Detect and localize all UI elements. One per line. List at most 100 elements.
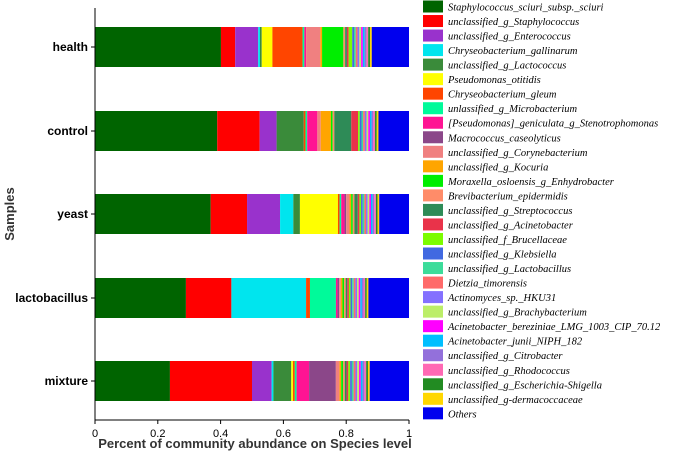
legend-swatch-unclassified-g-staphylococcus (423, 15, 443, 28)
bar-segment-control-acinetobacter-bereziniae-lmg-1003-cip-70-12 (368, 111, 370, 151)
legend-label-unclassified-g-enterococcus: unclassified_g_Enterococcus (448, 32, 571, 43)
bar-segment-control-dietzia-timorensis (363, 111, 365, 151)
bar-segment-yeast-acinetobacter-bereziniae-lmg-1003-cip-70-12 (369, 194, 371, 234)
bar-segment-mixture-unclassified-g-lactococcus (273, 361, 292, 401)
bar-segment-yeast-unclassified-g-streptococcus (354, 194, 358, 234)
bar-segment-control-staphylococcus-sciuri-subsp-sciuri (95, 111, 218, 151)
bar-segment-yeast-unclassified-g-lactococcus (293, 194, 300, 234)
bar-segment-lactobacillus-unclassified-f-brucellaceae (348, 278, 351, 318)
legend-label-macrococcus-caseolyticus: Macrococcus_caseolyticus (447, 133, 561, 144)
bar-segment-yeast-unclassified-g-klebsiella (361, 194, 363, 234)
legend-label-unclassified-g-lactococcus: unclassified_g_Lactococcus (448, 61, 566, 72)
bar-segment-mixture-unclassified-g-escherichia-shigella (366, 361, 368, 401)
bar-segment-yeast-unclassified-g-lactobacillus (362, 194, 365, 234)
bar-segment-yeast-unclassified-g-corynebacterium (346, 194, 350, 234)
bar-segment-lactobacillus-pseudomonas-geniculata-g-stenotrophomonas (335, 278, 338, 318)
legend: Staphylococcus_sciuri_subsp._sciuriuncla… (423, 0, 661, 420)
bar-segment-mixture-pseudomonas-otitidis (291, 361, 294, 401)
bar-segment-control-unclassified-g-kocuria (320, 111, 331, 151)
bar-segment-mixture-unclassified-g-rhodococcus (364, 361, 367, 401)
bar-segment-health-unclassified-g-citrobacter (364, 27, 367, 67)
bar-segment-mixture-actinomyces-sp-hku31 (355, 361, 358, 401)
bar-segment-yeast-unclassified-g-rhodococcus (374, 194, 376, 234)
bar-segment-lactobacillus-brevibacterium-epidermidis (344, 278, 346, 318)
bar-segment-mixture-chryseobacterium-gleum (293, 361, 295, 401)
legend-label-dietzia-timorensis: Dietzia_timorensis (447, 279, 527, 290)
x-tick-label: 0.6 (276, 428, 291, 440)
legend-swatch-brevibacterium-epidermidis (423, 189, 443, 202)
legend-label-unclassified-g-lactobacillus: unclassified_g_Lactobacillus (448, 264, 571, 275)
bar-segment-control-actinomyces-sp-hku31 (364, 111, 367, 151)
bar-segment-lactobacillus-dietzia-timorensis (353, 278, 356, 318)
legend-swatch-unclassified-g-lactococcus (423, 58, 443, 71)
bar-segment-lactobacillus-unclassified-g-corynebacterium (339, 278, 341, 318)
legend-swatch-acinetobacter-bereziniae-lmg-1003-cip-70-12 (423, 320, 443, 333)
x-tick-label: 1 (406, 428, 412, 440)
bar-segment-mixture-unclassified-g-klebsiella (350, 361, 352, 401)
bar-segment-mixture-unclassified-g-brachybacterium (357, 361, 360, 401)
legend-swatch-unclassified-g-lactobacillus (423, 262, 443, 275)
bar-segment-health-unclassified-g-brachybacterium (359, 27, 362, 67)
bar-segment-lactobacillus-unclassified-g-brachybacterium (357, 278, 359, 318)
bar-segment-mixture-chryseobacterium-gallinarum (271, 361, 274, 401)
bar-segment-control-others (378, 111, 409, 151)
bar-segment-health-unclassified-g-kocuria (320, 27, 323, 67)
bar-segment-yeast-dietzia-timorensis (364, 194, 367, 234)
legend-swatch-moraxella-osloensis-g-enhydrobacter (423, 174, 443, 187)
bar-segment-health-brevibacterium-epidermidis (343, 27, 346, 67)
category-label-yeast: yeast (57, 207, 88, 221)
bar-segment-health-unclassified-g-klebsiella (352, 27, 354, 67)
legend-swatch-staphylococcus-sciuri-subsp-sciuri (423, 0, 443, 13)
bar-segment-lactobacillus-unclassified-g-lactobacillus (352, 278, 354, 318)
bar-segment-yeast-brevibacterium-epidermidis (352, 194, 355, 234)
bar-segment-yeast-unclassified-g-dermacoccaceae (377, 194, 380, 234)
legend-label-unlassified-g-microbacterium: unlassified_g_Microbacterium (448, 104, 578, 115)
bar-segment-yeast-staphylococcus-sciuri-subsp-sciuri (95, 194, 211, 234)
bar-segment-control-unclassified-g-brachybacterium (366, 111, 369, 151)
bar-segment-mixture-unclassified-g-streptococcus (344, 361, 347, 401)
legend-swatch-unclassified-g-corynebacterium (423, 145, 443, 158)
bar-segment-yeast-unclassified-g-escherichia-shigella (375, 194, 378, 234)
category-label-health: health (53, 40, 88, 54)
legend-label-staphylococcus-sciuri-subsp-sciuri: Staphylococcus_sciuri_subsp._sciuri (448, 3, 604, 14)
legend-label-unclassified-g-klebsiella: unclassified_g_Klebsiella (448, 250, 557, 261)
bar-segment-control-moraxella-osloensis-g-enhydrobacter (330, 111, 333, 151)
legend-label-acinetobacter-junii-niph-182: Acinetobacter_junii_NIPH_182 (447, 337, 583, 348)
category-label-mixture: mixture (45, 374, 89, 388)
bar-segment-health-unclassified-f-brucellaceae (348, 27, 353, 67)
bar-segment-mixture-unclassified-g-kocuria (339, 361, 342, 401)
bar-segment-control-unclassified-g-enterococcus (259, 111, 277, 151)
bar-segment-mixture-macrococcus-caseolyticus (309, 361, 336, 401)
bar-segment-health-unclassified-g-corynebacterium (306, 27, 321, 67)
bar-segment-lactobacillus-unclassified-g-acinetobacter (347, 278, 349, 318)
legend-label-chryseobacterium-gallinarum: Chryseobacterium_gallinarum (448, 46, 578, 57)
bar-segment-health-moraxella-osloensis-g-enhydrobacter (322, 27, 344, 67)
bar-segment-yeast-unclassified-g-acinetobacter (357, 194, 360, 234)
bar-segment-health-unclassified-g-enterococcus (235, 27, 259, 67)
bar-segment-control-unclassified-g-rhodococcus (373, 111, 376, 151)
bar-segment-yeast-actinomyces-sp-hku31 (366, 194, 368, 234)
legend-label-unclassified-g-escherichia-shigella: unclassified_g_Escherichia-Shigella (448, 380, 602, 391)
legend-swatch-unclassified-g-kocuria (423, 160, 443, 173)
legend-label-unclassified-g-streptococcus: unclassified_g_Streptococcus (448, 206, 572, 217)
bar-segment-lactobacillus-chryseobacterium-gleum (306, 278, 310, 318)
bar-segment-control-brevibacterium-epidermidis (332, 111, 335, 151)
bar-segment-health-unclassified-g-lactobacillus (354, 27, 356, 67)
legend-label-acinetobacter-bereziniae-lmg-1003-cip-70-12: Acinetobacter_bereziniae_LMG_1003_CIP_70… (447, 322, 661, 333)
bar-segment-lactobacillus-chryseobacterium-gallinarum (231, 278, 307, 318)
bar-segment-health-dietzia-timorensis (355, 27, 358, 67)
legend-label-chryseobacterium-gleum: Chryseobacterium_gleum (448, 90, 557, 101)
legend-swatch-unclassified-g-enterococcus (423, 29, 443, 42)
bar-segment-mixture-unclassified-g-acinetobacter (346, 361, 349, 401)
bar-segment-lactobacillus-moraxella-osloensis-g-enhydrobacter (342, 278, 345, 318)
legend-swatch-acinetobacter-junii-niph-182 (423, 334, 443, 347)
bar-segment-yeast-unclassified-g-brachybacterium (367, 194, 370, 234)
bar-segment-lactobacillus-others (368, 278, 409, 318)
bar-segment-yeast-pseudomonas-geniculata-g-stenotrophomonas (341, 194, 345, 234)
legend-label-pseudomonas-geniculata-g-stenotrophomonas: [Pseudomonas]_geniculata_g_Stenotrophomo… (448, 119, 658, 130)
legend-swatch-chryseobacterium-gleum (423, 87, 443, 100)
legend-label-unclassified-g-corynebacterium: unclassified_g_Corynebacterium (448, 148, 588, 159)
bar-segment-yeast-unclassified-f-brucellaceae (359, 194, 362, 234)
bars-group (95, 27, 409, 401)
bar-segment-yeast-chryseobacterium-gallinarum (280, 194, 294, 234)
